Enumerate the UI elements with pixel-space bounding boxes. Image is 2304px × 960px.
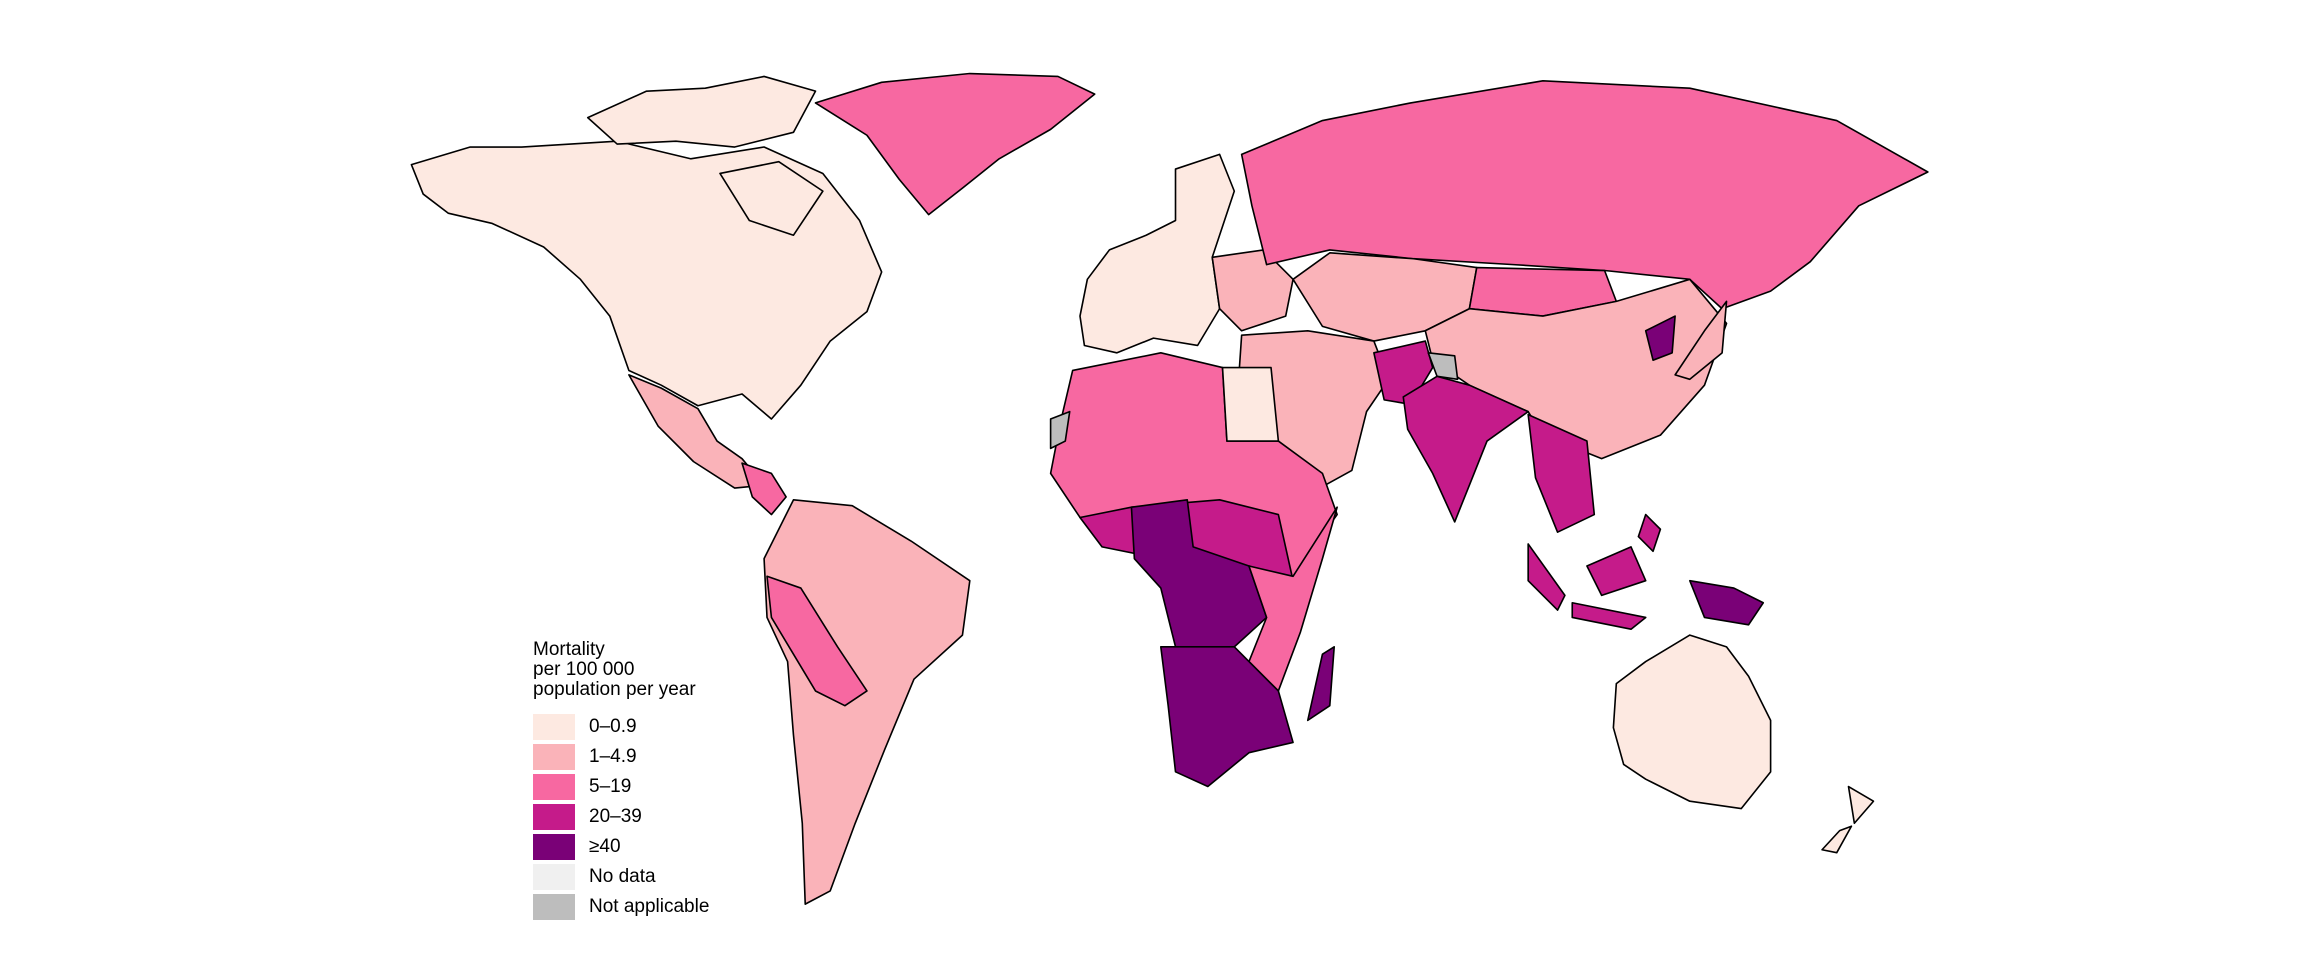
- legend-swatch: [533, 774, 575, 800]
- region-papua-new-guinea: [1688, 579, 1765, 626]
- region-india: [1402, 375, 1529, 523]
- region-australia: [1612, 634, 1772, 810]
- region-western-sahara: [1049, 410, 1071, 450]
- legend-item: Not applicable: [533, 892, 709, 922]
- legend-item: ≥40: [533, 832, 709, 862]
- legend-title-line: population per year: [533, 679, 696, 700]
- legend-swatch: [533, 894, 575, 920]
- region-new-zealand: [1821, 785, 1875, 854]
- legend-title: Mortality per 100 000 population per yea…: [533, 640, 709, 700]
- region-russia: [1240, 80, 1929, 310]
- legend-label: 1–4.9: [589, 746, 637, 767]
- legend-label: 5–19: [589, 776, 632, 797]
- legend-label: 0–0.9: [589, 716, 637, 737]
- region-kashmir: [1427, 352, 1459, 381]
- legend-swatch: [533, 864, 575, 890]
- legend-label: Not applicable: [589, 896, 710, 917]
- region-southeast-asia: [1527, 413, 1596, 533]
- region-egypt: [1221, 366, 1280, 442]
- legend-item: 20–39: [533, 802, 709, 832]
- legend-label: No data: [589, 866, 656, 887]
- legend-label: ≥40: [589, 836, 621, 857]
- region-peru-bolivia: [766, 575, 868, 707]
- legend-swatch: [533, 744, 575, 770]
- region-madagascar: [1306, 646, 1336, 722]
- legend-item: No data: [533, 862, 709, 892]
- legend: Mortality per 100 000 population per yea…: [533, 640, 709, 922]
- region-greenland: [814, 72, 1096, 216]
- legend-title-line: Mortality: [533, 639, 605, 660]
- region-east-africa: [1248, 506, 1338, 692]
- region-southern-africa: [1160, 646, 1294, 788]
- legend-item: 1–4.9: [533, 742, 709, 772]
- region-korea-dpr: [1644, 315, 1676, 361]
- region-arctic-islands: [586, 75, 824, 237]
- legend-label: 20–39: [589, 806, 642, 827]
- region-nigeria-congo: [1130, 499, 1268, 648]
- legend-item: 5–19: [533, 772, 709, 802]
- legend-swatch: [533, 714, 575, 740]
- region-central-america: [741, 462, 787, 516]
- region-south-america: [763, 499, 971, 905]
- region-western-europe: [1079, 153, 1236, 354]
- region-indonesia: [1527, 513, 1662, 631]
- legend-title-line: per 100 000: [533, 659, 635, 680]
- legend-swatch: [533, 834, 575, 860]
- region-japan: [1674, 300, 1728, 381]
- legend-swatch: [533, 804, 575, 830]
- legend-item: 0–0.9: [533, 712, 709, 742]
